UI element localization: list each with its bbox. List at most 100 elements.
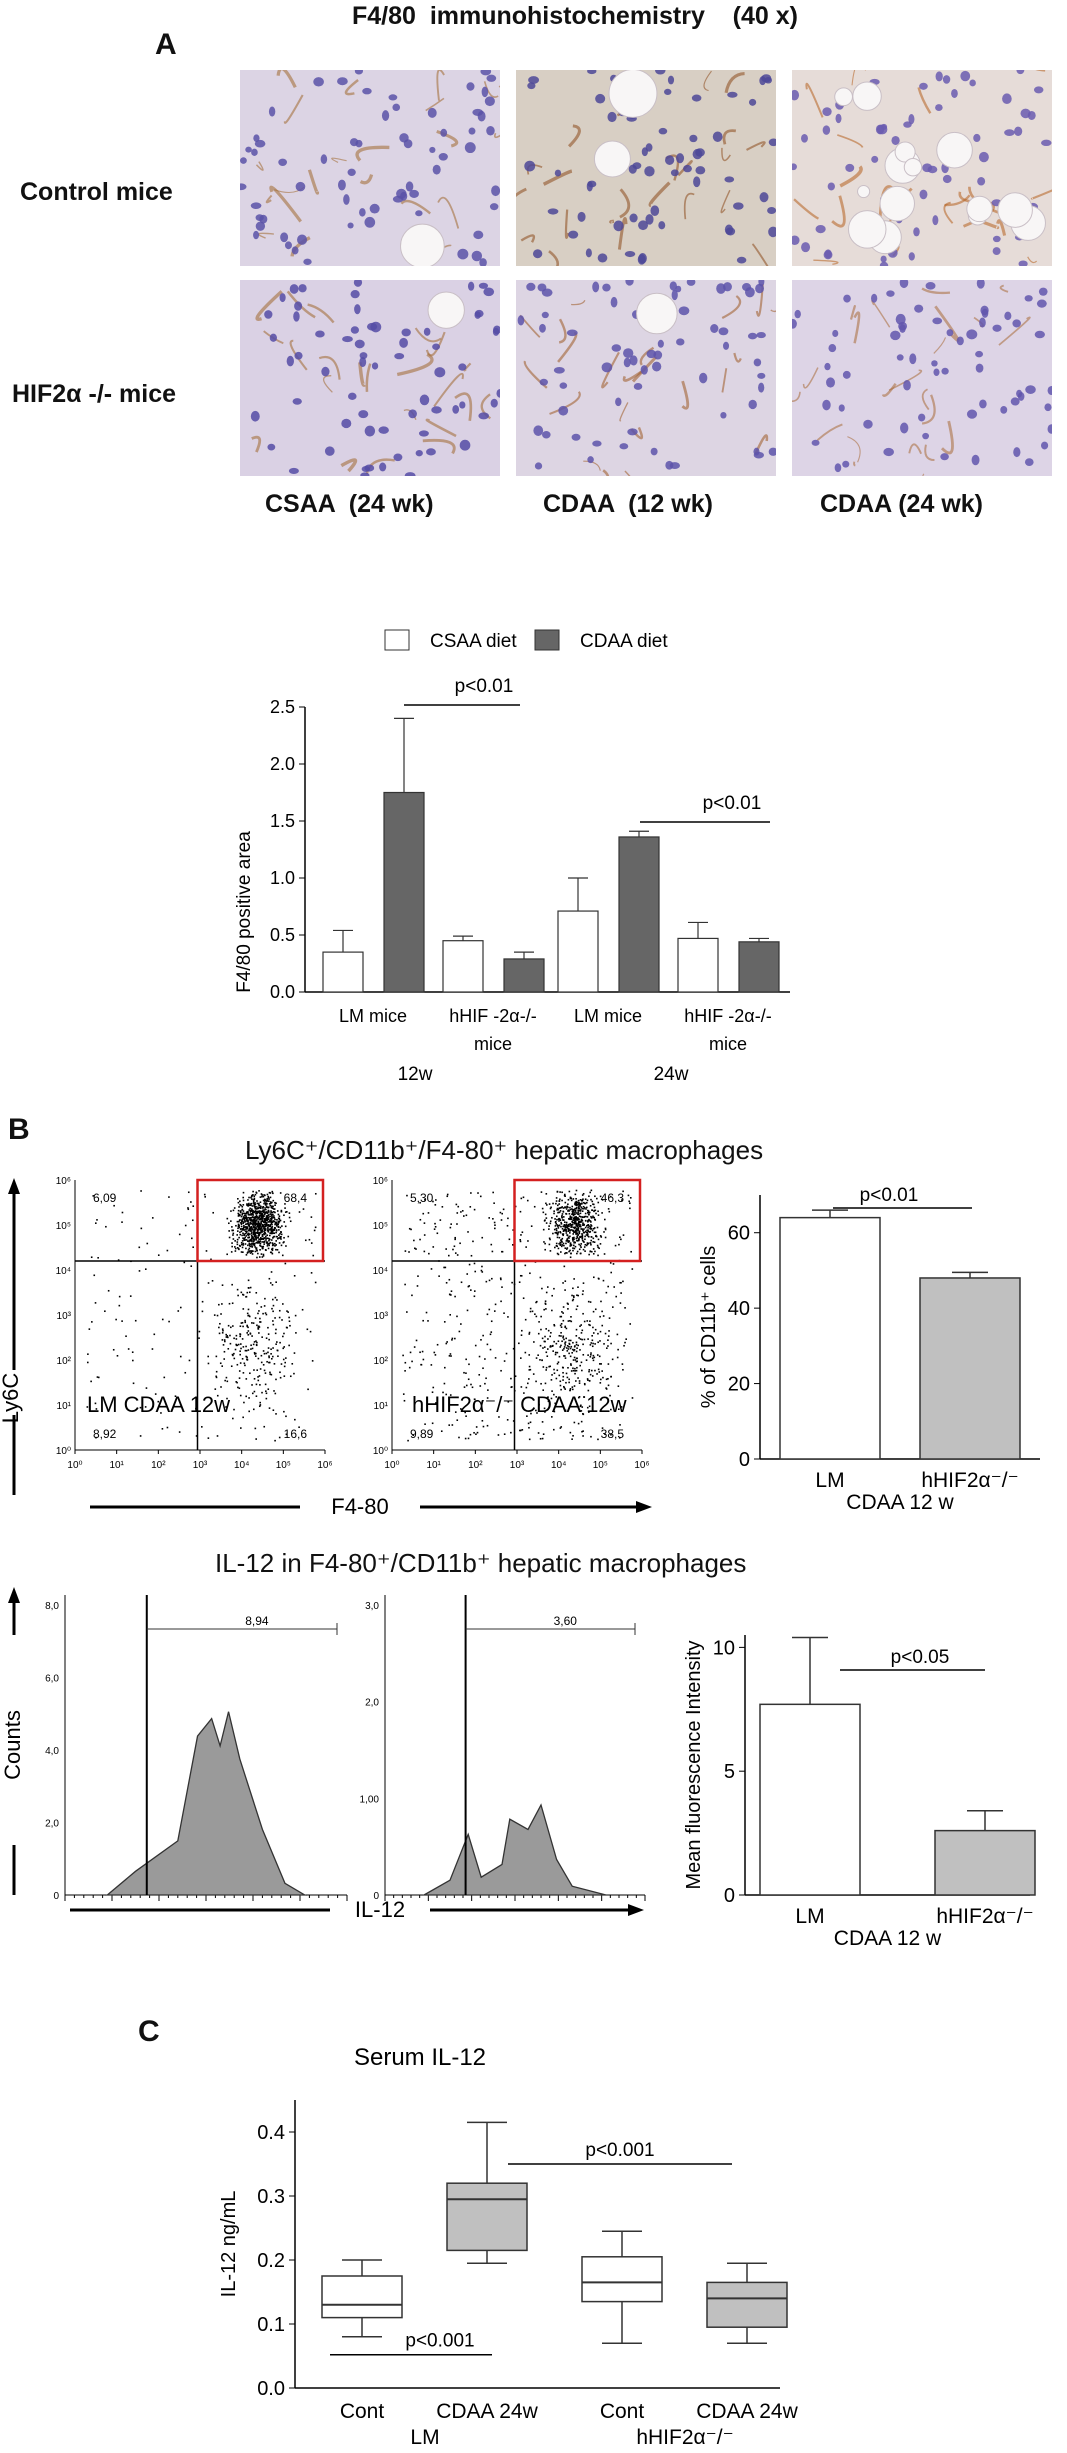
scatter-dot xyxy=(594,1343,596,1345)
scatter-dot xyxy=(620,1406,623,1408)
nucleus xyxy=(350,290,360,299)
scatter-dot xyxy=(584,1250,586,1252)
scatter-dot xyxy=(578,1337,580,1339)
scatter-dot xyxy=(551,1309,553,1312)
scatter-dot xyxy=(238,1206,240,1208)
hist-ytick-label: 6,0 xyxy=(45,1674,59,1685)
scatter-dot xyxy=(252,1199,255,1201)
scatter-dot xyxy=(254,1220,257,1223)
scatter-dot xyxy=(249,1250,251,1252)
scatter-dot xyxy=(605,1291,608,1294)
scatter-dot xyxy=(283,1236,285,1239)
nucleus xyxy=(542,430,551,439)
scatter-dot xyxy=(556,1233,559,1236)
f480-stain xyxy=(793,198,819,220)
scatter-dot xyxy=(278,1309,281,1312)
scatter-dot xyxy=(578,1219,580,1221)
scatter-dot xyxy=(279,1237,282,1239)
nucleus xyxy=(758,382,765,393)
f480-stain xyxy=(255,290,283,321)
scatter-dot xyxy=(236,1363,239,1366)
scatter-dot xyxy=(272,1192,274,1195)
scatter-dot xyxy=(562,1306,565,1308)
scatter-dot xyxy=(542,1433,545,1435)
scatter-dot xyxy=(579,1209,582,1211)
nucleus xyxy=(966,329,978,340)
scatter-dot xyxy=(239,1394,242,1397)
nucleus xyxy=(405,181,414,192)
scatter-dot xyxy=(543,1346,546,1348)
scatter-dot xyxy=(263,1230,265,1233)
scatter-dot xyxy=(234,1250,237,1252)
scatter-dot xyxy=(240,1215,243,1218)
scatter-dot xyxy=(578,1232,581,1235)
scatter-dot xyxy=(250,1239,253,1242)
scatter-dot xyxy=(272,1228,274,1231)
nucleus xyxy=(638,220,649,231)
scatter-dot xyxy=(445,1342,448,1345)
scatter-dot xyxy=(254,1203,256,1206)
scatter-dot xyxy=(581,1216,584,1218)
scatter-dot xyxy=(230,1365,233,1368)
scatter-dot xyxy=(232,1209,235,1212)
scatter-dot xyxy=(228,1230,230,1232)
scatter-dot xyxy=(456,1254,459,1256)
scatter-dot xyxy=(221,1328,224,1330)
scatter-dot xyxy=(520,1386,523,1388)
nucleus xyxy=(992,324,1002,332)
scatter-dot xyxy=(519,1239,522,1241)
nucleus xyxy=(547,208,559,215)
scatter-dot xyxy=(278,1229,280,1231)
scatter-dot xyxy=(595,1235,597,1238)
scatter-dot xyxy=(532,1373,535,1375)
scatter-ytick-label: 10⁶ xyxy=(56,1176,71,1187)
scatter-dot xyxy=(570,1316,572,1318)
scatter-dot xyxy=(619,1236,621,1239)
scatter-dot xyxy=(597,1246,599,1249)
scatter-dot xyxy=(529,1421,532,1424)
scatter-dot xyxy=(252,1226,255,1228)
scatter-dot xyxy=(590,1369,593,1372)
scatter-dot xyxy=(567,1366,569,1369)
scatter-dot xyxy=(555,1231,558,1234)
legend-label-cdaa: CDAA diet xyxy=(580,631,668,652)
scatter-dot xyxy=(494,1224,496,1226)
scatter-dot xyxy=(285,1210,288,1213)
scatter-dot xyxy=(577,1221,580,1224)
scatter-dot xyxy=(289,1324,291,1327)
scatter-dot xyxy=(558,1203,561,1205)
nucleus xyxy=(517,315,525,326)
scatter-dot xyxy=(255,1208,258,1210)
scatter-dot xyxy=(500,1219,503,1221)
scatter-dot xyxy=(271,1252,274,1255)
scatter-dot xyxy=(540,1328,542,1331)
scatter-dot xyxy=(486,1397,489,1399)
scatter-dot xyxy=(234,1247,237,1250)
scatter-dot xyxy=(266,1234,269,1237)
scatter-dot xyxy=(232,1234,234,1236)
scatter-dot xyxy=(231,1229,234,1232)
scatter-dot xyxy=(253,1390,256,1393)
scatter-dot xyxy=(265,1219,268,1222)
scatter-dot xyxy=(560,1335,562,1337)
chart-a-bar-csaa xyxy=(442,940,484,993)
nucleus xyxy=(629,355,638,366)
micrograph-hif-cdaa12 xyxy=(516,280,776,476)
nucleus xyxy=(486,74,497,82)
nucleus xyxy=(419,394,430,406)
scatter-dot xyxy=(413,1239,415,1242)
scatter-dot xyxy=(604,1227,607,1230)
scatter-dot xyxy=(568,1378,570,1381)
scatter-dot xyxy=(266,1360,268,1363)
scatter-dot xyxy=(551,1374,553,1376)
scatter-dot xyxy=(573,1227,576,1229)
scatter-dot xyxy=(498,1416,500,1418)
nucleus xyxy=(381,110,390,122)
scatter-dot xyxy=(420,1408,423,1410)
scatter-dot xyxy=(177,1310,180,1312)
scatter-dot xyxy=(610,1408,612,1411)
scatter-dot xyxy=(260,1216,263,1219)
chart-a-ylabel: F4/80 positive area xyxy=(234,831,255,993)
scatter-dot xyxy=(238,1377,241,1379)
nucleus xyxy=(822,125,831,135)
